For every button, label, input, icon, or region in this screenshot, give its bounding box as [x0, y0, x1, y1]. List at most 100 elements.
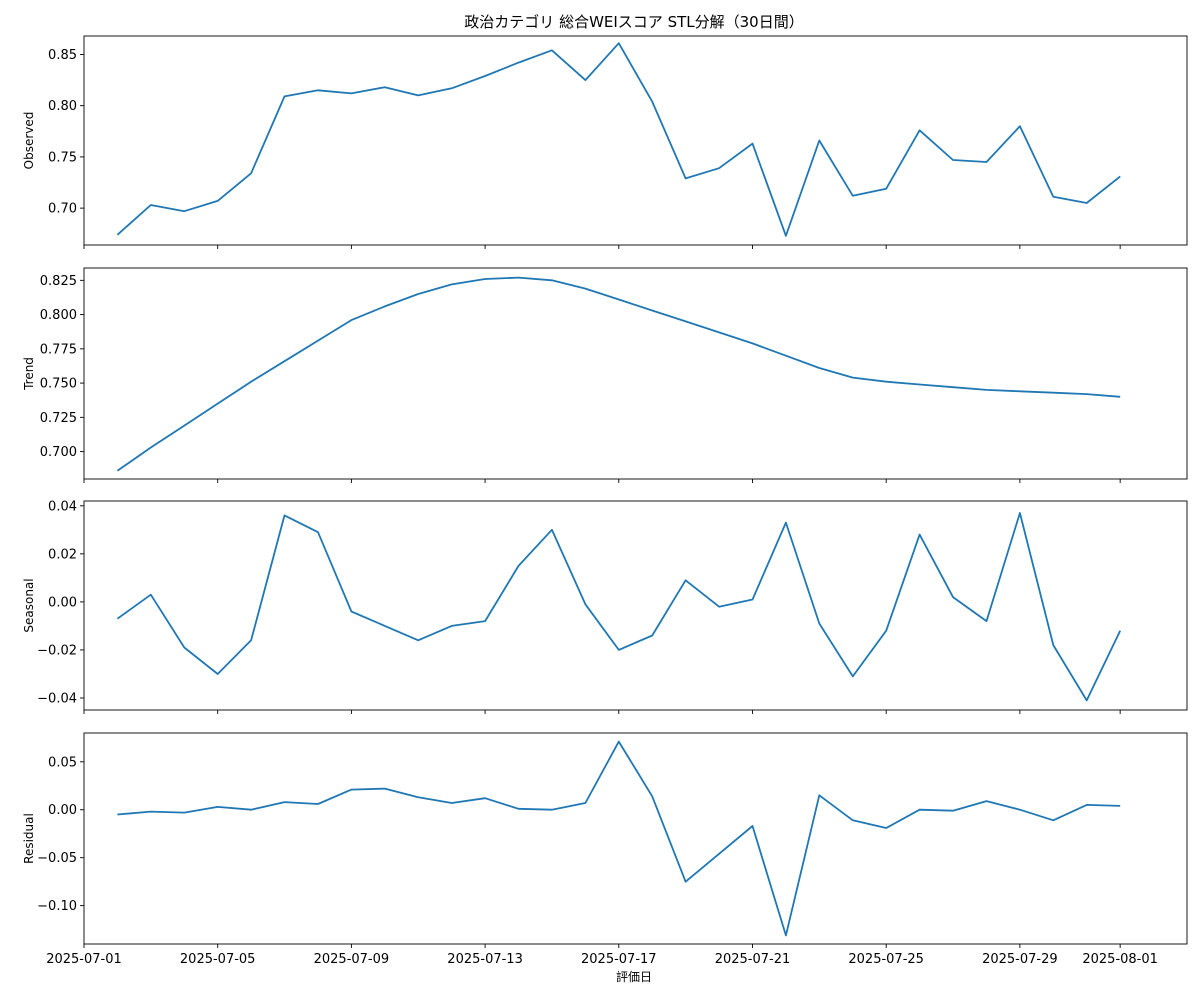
data-point-observed	[684, 177, 686, 179]
data-point-observed	[250, 172, 252, 174]
data-point-observed	[852, 195, 854, 197]
data-point-trend	[217, 402, 219, 404]
data-point-seasonal	[517, 565, 519, 567]
panel-frame-seasonal	[83, 500, 1188, 711]
data-point-observed	[1086, 202, 1088, 204]
data-point-observed	[150, 204, 152, 206]
data-point-residual	[651, 795, 653, 797]
data-point-observed	[1019, 125, 1021, 127]
data-point-observed	[116, 234, 118, 236]
x-tick-label: 2025-07-09	[314, 952, 390, 967]
data-point-residual	[1019, 809, 1021, 811]
y-tick-label-seasonal: 0.00	[48, 595, 77, 610]
data-point-trend	[1052, 392, 1054, 394]
data-point-seasonal	[1119, 630, 1121, 632]
data-point-seasonal	[718, 606, 720, 608]
data-point-residual	[1119, 805, 1121, 807]
data-point-trend	[384, 305, 386, 307]
y-tick-label-trend: 0.800	[40, 308, 77, 323]
data-point-observed	[985, 161, 987, 163]
panel-trend: 0.700 0.725 0.750 0.775 0.800 0.825 Trend	[22, 267, 1188, 483]
panel-frame-trend	[83, 267, 1188, 480]
data-point-residual	[250, 809, 252, 811]
data-point-observed	[551, 49, 553, 51]
data-point-trend	[718, 331, 720, 333]
y-tick-label-trend: 0.825	[40, 274, 77, 289]
x-tick-label: 2025-07-01	[46, 952, 122, 967]
data-point-residual	[918, 809, 920, 811]
data-point-seasonal	[684, 579, 686, 581]
data-point-trend	[517, 276, 519, 278]
data-point-trend	[283, 360, 285, 362]
series-line-trend	[116, 276, 1121, 472]
data-point-observed	[952, 159, 954, 161]
data-point-seasonal	[451, 625, 453, 627]
data-point-trend	[417, 293, 419, 295]
data-point-trend	[1119, 396, 1121, 398]
data-point-observed	[1052, 196, 1054, 198]
y-axis-label-residual: Residual	[22, 813, 36, 864]
data-point-trend	[250, 381, 252, 383]
series-line-residual	[117, 740, 1121, 937]
data-point-observed	[651, 100, 653, 102]
data-point-seasonal	[384, 625, 386, 627]
data-point-trend	[1019, 390, 1021, 392]
y-tick-label-trend: 0.700	[40, 445, 77, 460]
data-point-seasonal	[885, 630, 887, 632]
data-point-residual	[417, 796, 419, 798]
data-point-residual	[384, 787, 386, 789]
data-point-residual	[1086, 804, 1088, 806]
data-point-residual	[952, 810, 954, 812]
y-tick-label-observed: 0.80	[48, 99, 77, 114]
data-point-trend	[985, 389, 987, 391]
data-point-trend	[1086, 393, 1088, 395]
y-tick-label-seasonal: −0.04	[37, 691, 77, 706]
data-point-seasonal	[217, 673, 219, 675]
data-point-seasonal	[350, 610, 352, 612]
y-tick-label-trend: 0.750	[40, 377, 77, 392]
series-line-seasonal	[116, 512, 1122, 702]
data-point-trend	[885, 381, 887, 383]
data-point-trend	[651, 309, 653, 311]
y-tick-label-seasonal: 0.02	[48, 547, 77, 562]
data-point-trend	[818, 367, 820, 369]
data-point-observed	[484, 75, 486, 77]
series-line-observed	[116, 42, 1121, 237]
data-point-seasonal	[985, 620, 987, 622]
x-tick-label: 2025-07-21	[715, 952, 791, 967]
data-point-seasonal	[116, 618, 118, 620]
y-tick-label-seasonal: 0.04	[48, 499, 77, 514]
data-point-residual	[150, 810, 152, 812]
data-point-seasonal	[183, 646, 185, 648]
y-tick-label-residual: −0.05	[37, 851, 77, 866]
data-point-trend	[684, 320, 686, 322]
data-point-residual	[584, 802, 586, 804]
y-axis-label-trend: Trend	[22, 357, 36, 391]
data-point-seasonal	[551, 529, 553, 531]
data-point-observed	[818, 139, 820, 141]
data-point-seasonal	[1052, 644, 1054, 646]
data-point-residual	[116, 813, 118, 815]
data-point-trend	[484, 278, 486, 280]
data-point-seasonal	[751, 598, 753, 600]
data-point-observed	[451, 87, 453, 89]
data-point-residual	[217, 806, 219, 808]
data-point-residual	[751, 825, 753, 827]
data-point-seasonal	[250, 639, 252, 641]
data-point-observed	[384, 86, 386, 88]
data-point-residual	[350, 788, 352, 790]
x-tick-label: 2025-07-25	[848, 952, 924, 967]
data-point-observed	[217, 200, 219, 202]
data-point-trend	[618, 298, 620, 300]
data-point-residual	[484, 797, 486, 799]
data-point-observed	[283, 95, 285, 97]
y-tick-label-observed: 0.70	[48, 202, 77, 217]
data-point-observed	[317, 89, 319, 91]
x-axis-label: 評価日	[616, 969, 652, 984]
y-tick-label-seasonal: −0.02	[37, 643, 77, 658]
y-tick-label-trend: 0.775	[40, 342, 77, 357]
data-point-observed	[350, 92, 352, 94]
data-point-seasonal	[584, 603, 586, 605]
